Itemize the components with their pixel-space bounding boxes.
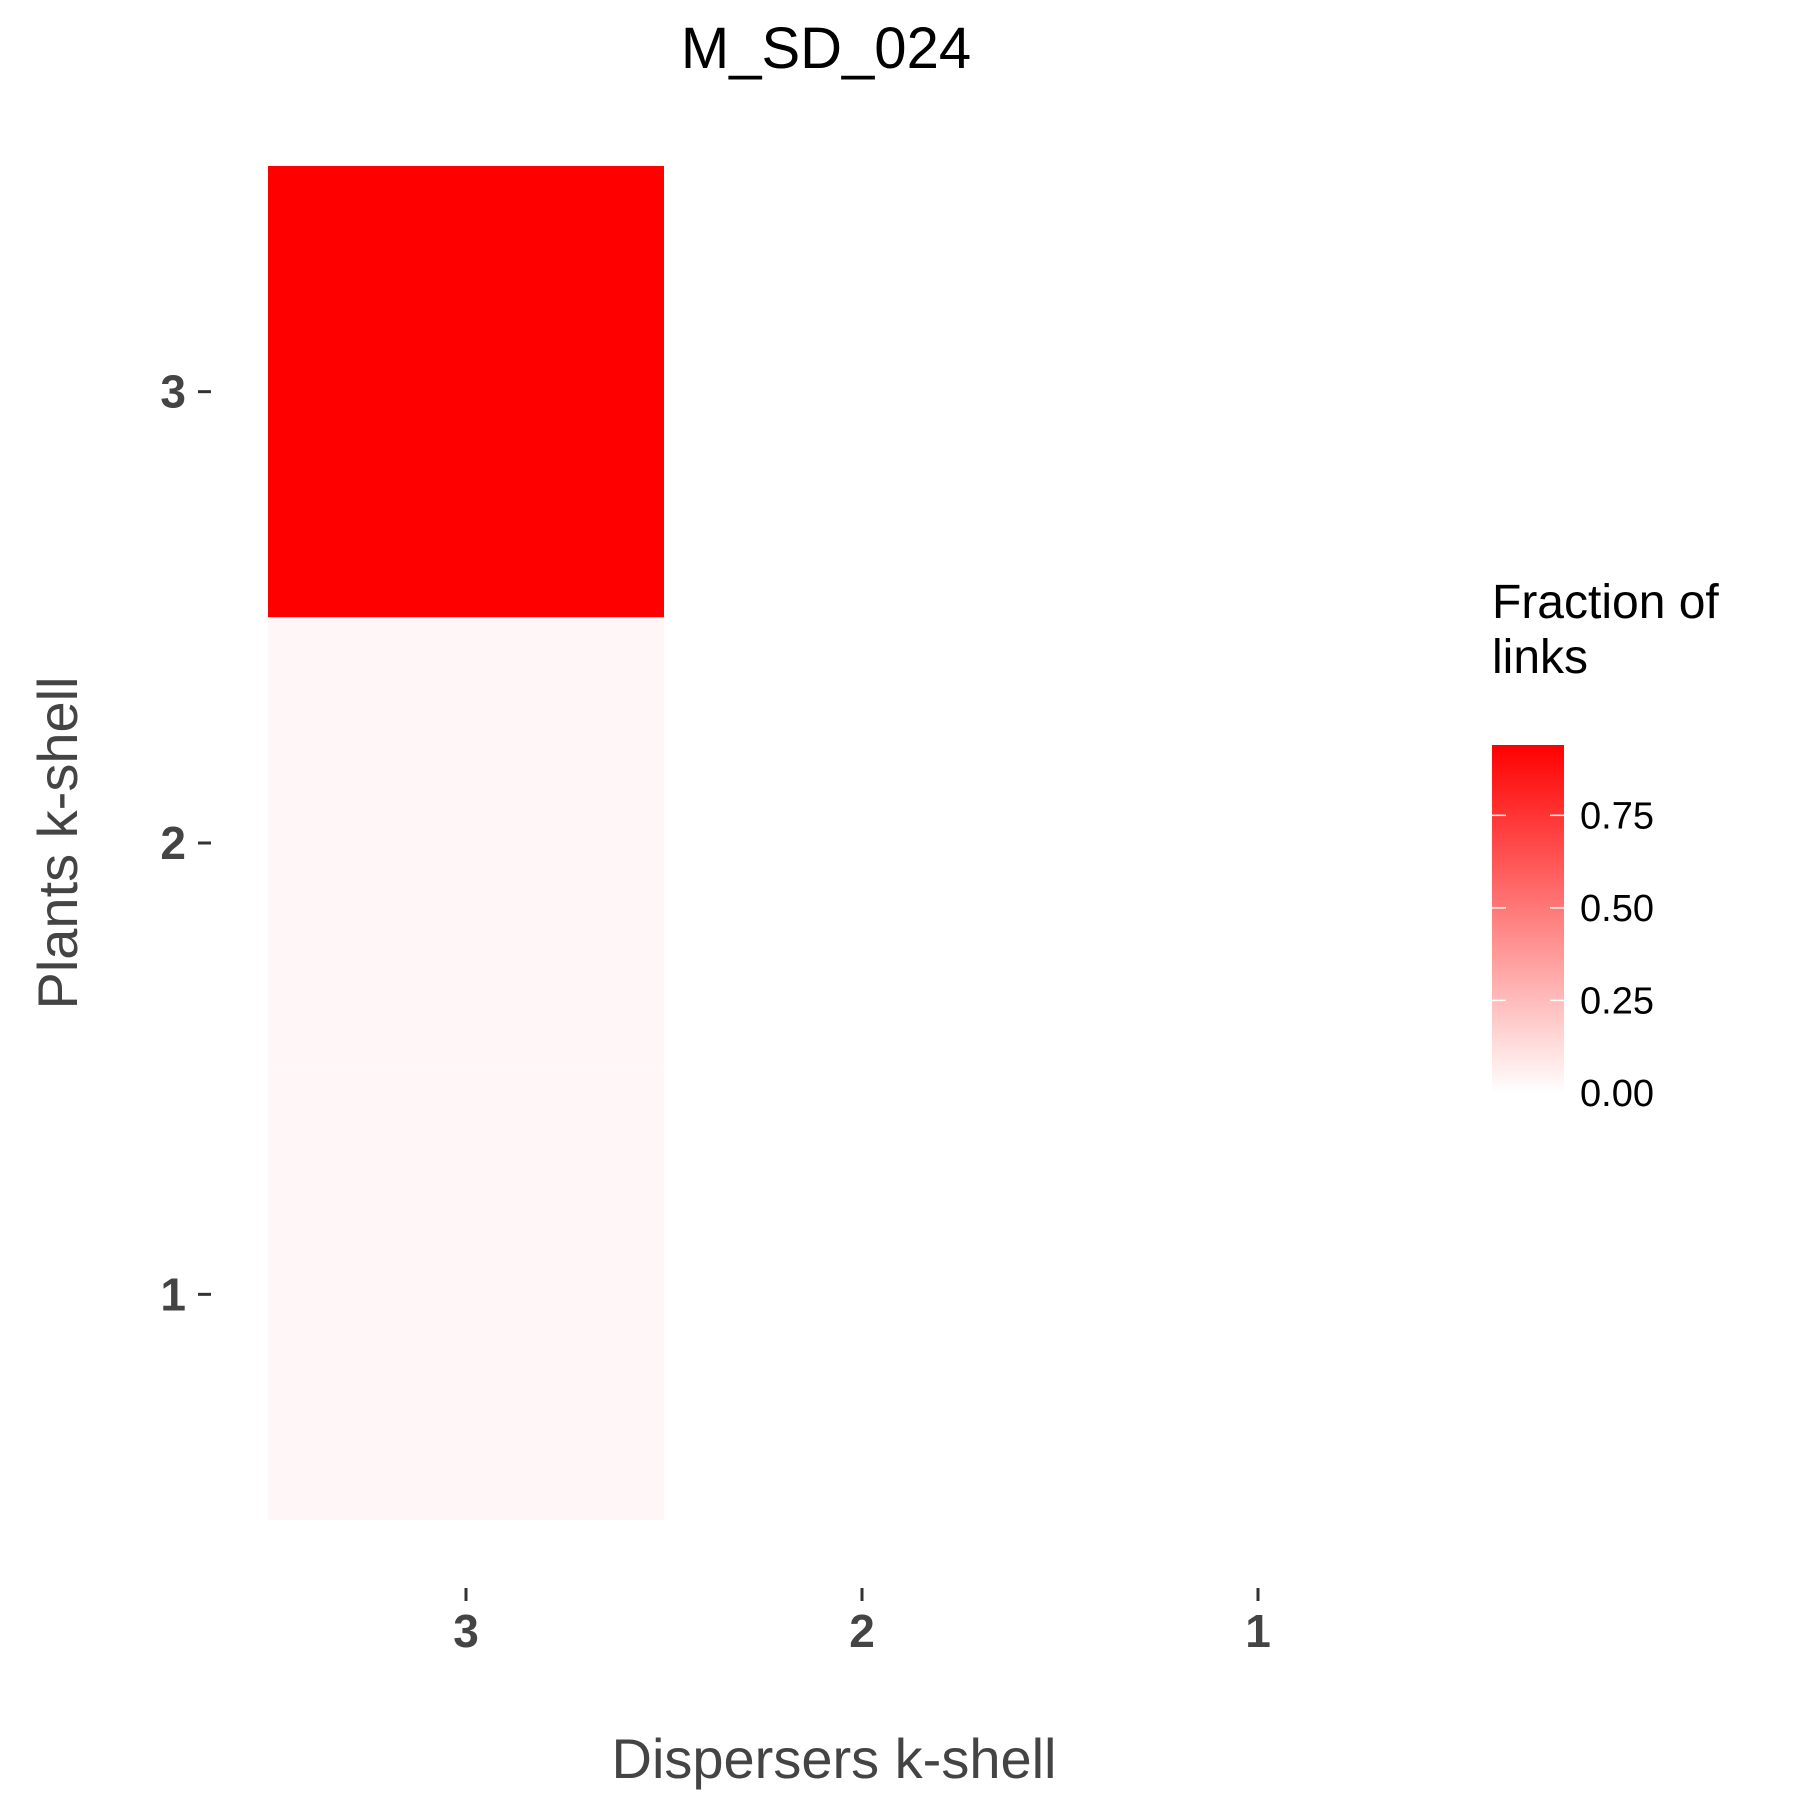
legend-tick-label: 0.50 [1580,888,1654,930]
legend-colorbar [1492,745,1564,1093]
legend-tick-label: 0.75 [1580,795,1654,837]
y-tick-label: 2 [160,817,186,869]
heatmap-cell-x3-y3 [268,166,664,618]
color-legend: Fraction of links 0.75 0.50 0.25 0.00 [1492,576,1719,1115]
chart-title: M_SD_024 [681,16,971,81]
legend-ticks: 0.75 0.50 0.25 0.00 [1492,795,1654,1115]
legend-title-line-2: links [1492,631,1588,684]
y-tick-label: 1 [160,1268,186,1320]
legend-title-line-1: Fraction of [1492,576,1719,629]
heatmap-cell-x3-y2 [268,617,664,1069]
x-tick-label: 2 [849,1605,875,1657]
x-tick-label: 3 [453,1605,479,1657]
x-axis-title: Dispersers k-shell [612,1727,1057,1790]
x-tick-label: 1 [1245,1605,1271,1657]
x-axis: 3 2 1 [453,1588,1271,1657]
y-axis-title: Plants k-shell [26,676,89,1009]
legend-tick-label: 0.25 [1580,980,1654,1022]
heatmap-cell-x3-y1 [268,1068,664,1520]
y-axis: 3 2 1 [160,366,211,1320]
legend-tick-label: 0.00 [1580,1073,1654,1115]
heatmap-cells [268,166,664,1520]
y-tick-label: 3 [160,366,186,418]
